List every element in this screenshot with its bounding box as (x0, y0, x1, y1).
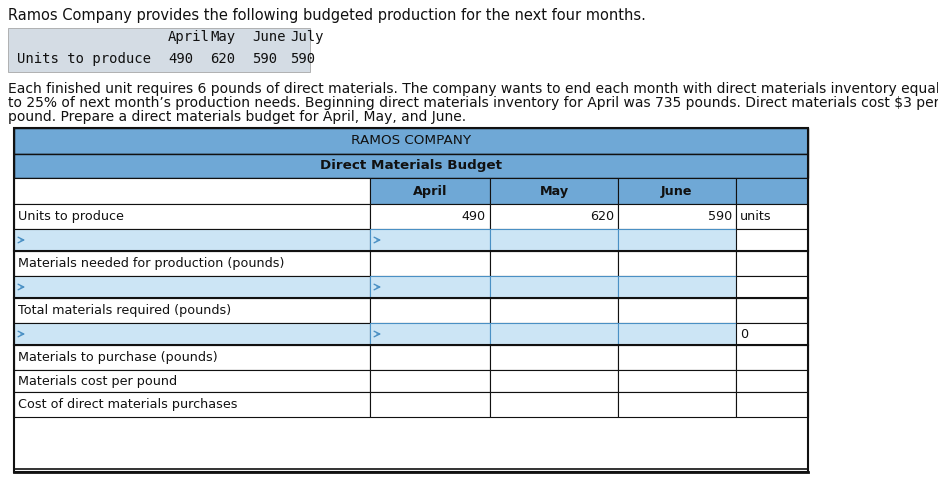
Bar (370, 204, 490, 229)
Bar (14, 204, 370, 229)
Bar (370, 345, 490, 370)
Bar (370, 298, 490, 323)
Bar (14, 298, 370, 323)
Text: Units to produce: Units to produce (17, 52, 151, 66)
Bar (618, 276, 736, 298)
Text: to 25% of next month’s production needs. Beginning direct materials inventory fo: to 25% of next month’s production needs.… (8, 96, 938, 110)
Bar (14, 178, 370, 204)
Bar (736, 298, 808, 323)
Bar (14, 128, 808, 472)
Text: Total materials required (pounds): Total materials required (pounds) (18, 304, 231, 317)
Bar (736, 392, 808, 417)
Text: 490: 490 (461, 210, 486, 223)
Bar (370, 370, 490, 392)
Text: Direct Materials Budget: Direct Materials Budget (320, 160, 502, 173)
Bar (618, 392, 736, 417)
Bar (14, 323, 370, 345)
Text: 0: 0 (740, 327, 749, 340)
Bar (14, 392, 370, 417)
Text: Each finished unit requires 6 pounds of direct materials. The company wants to e: Each finished unit requires 6 pounds of … (8, 82, 938, 96)
Bar (14, 154, 808, 178)
Bar (736, 251, 808, 276)
Text: Materials cost per pound: Materials cost per pound (18, 375, 177, 388)
Bar (618, 178, 736, 204)
Text: pound. Prepare a direct materials budget for April, May, and June.: pound. Prepare a direct materials budget… (8, 110, 466, 124)
Bar (736, 178, 808, 204)
Bar (618, 204, 736, 229)
Text: 590: 590 (290, 52, 315, 66)
Text: 620: 620 (590, 210, 614, 223)
Bar (736, 323, 808, 345)
Bar (736, 276, 808, 298)
Bar (490, 392, 618, 417)
Bar (8, 28, 310, 72)
Text: June: June (661, 185, 693, 198)
Bar (490, 323, 618, 345)
Bar (14, 276, 370, 298)
Bar (618, 323, 736, 345)
Bar (370, 251, 490, 276)
Bar (14, 229, 370, 251)
Bar (618, 345, 736, 370)
Bar (370, 323, 490, 345)
Text: units: units (740, 210, 772, 223)
Bar (618, 370, 736, 392)
Bar (370, 178, 490, 204)
Bar (14, 370, 370, 392)
Bar (618, 298, 736, 323)
Bar (370, 276, 490, 298)
Text: May: May (210, 30, 235, 44)
Text: May: May (539, 185, 568, 198)
Bar (490, 345, 618, 370)
Bar (618, 229, 736, 251)
Bar (14, 128, 808, 154)
Bar (490, 178, 618, 204)
Bar (736, 370, 808, 392)
Text: 620: 620 (210, 52, 235, 66)
Text: Materials needed for production (pounds): Materials needed for production (pounds) (18, 257, 284, 270)
Bar (490, 251, 618, 276)
Bar (490, 204, 618, 229)
Text: Materials to purchase (pounds): Materials to purchase (pounds) (18, 351, 218, 364)
Text: June: June (252, 30, 285, 44)
Text: Units to produce: Units to produce (18, 210, 124, 223)
Text: Ramos Company provides the following budgeted production for the next four month: Ramos Company provides the following bud… (8, 8, 646, 23)
Text: April: April (413, 185, 447, 198)
Bar (14, 251, 370, 276)
Text: Cost of direct materials purchases: Cost of direct materials purchases (18, 398, 237, 411)
Bar (370, 229, 490, 251)
Text: RAMOS COMPANY: RAMOS COMPANY (351, 134, 471, 147)
Bar (490, 276, 618, 298)
Text: 590: 590 (252, 52, 277, 66)
Text: April: April (168, 30, 210, 44)
Bar (490, 370, 618, 392)
Bar (618, 251, 736, 276)
Bar (370, 392, 490, 417)
Text: July: July (290, 30, 324, 44)
Text: 490: 490 (168, 52, 193, 66)
Bar (736, 229, 808, 251)
Bar (490, 229, 618, 251)
Bar (14, 345, 370, 370)
Bar (490, 298, 618, 323)
Text: 590: 590 (708, 210, 732, 223)
Bar (736, 204, 808, 229)
Bar (736, 345, 808, 370)
